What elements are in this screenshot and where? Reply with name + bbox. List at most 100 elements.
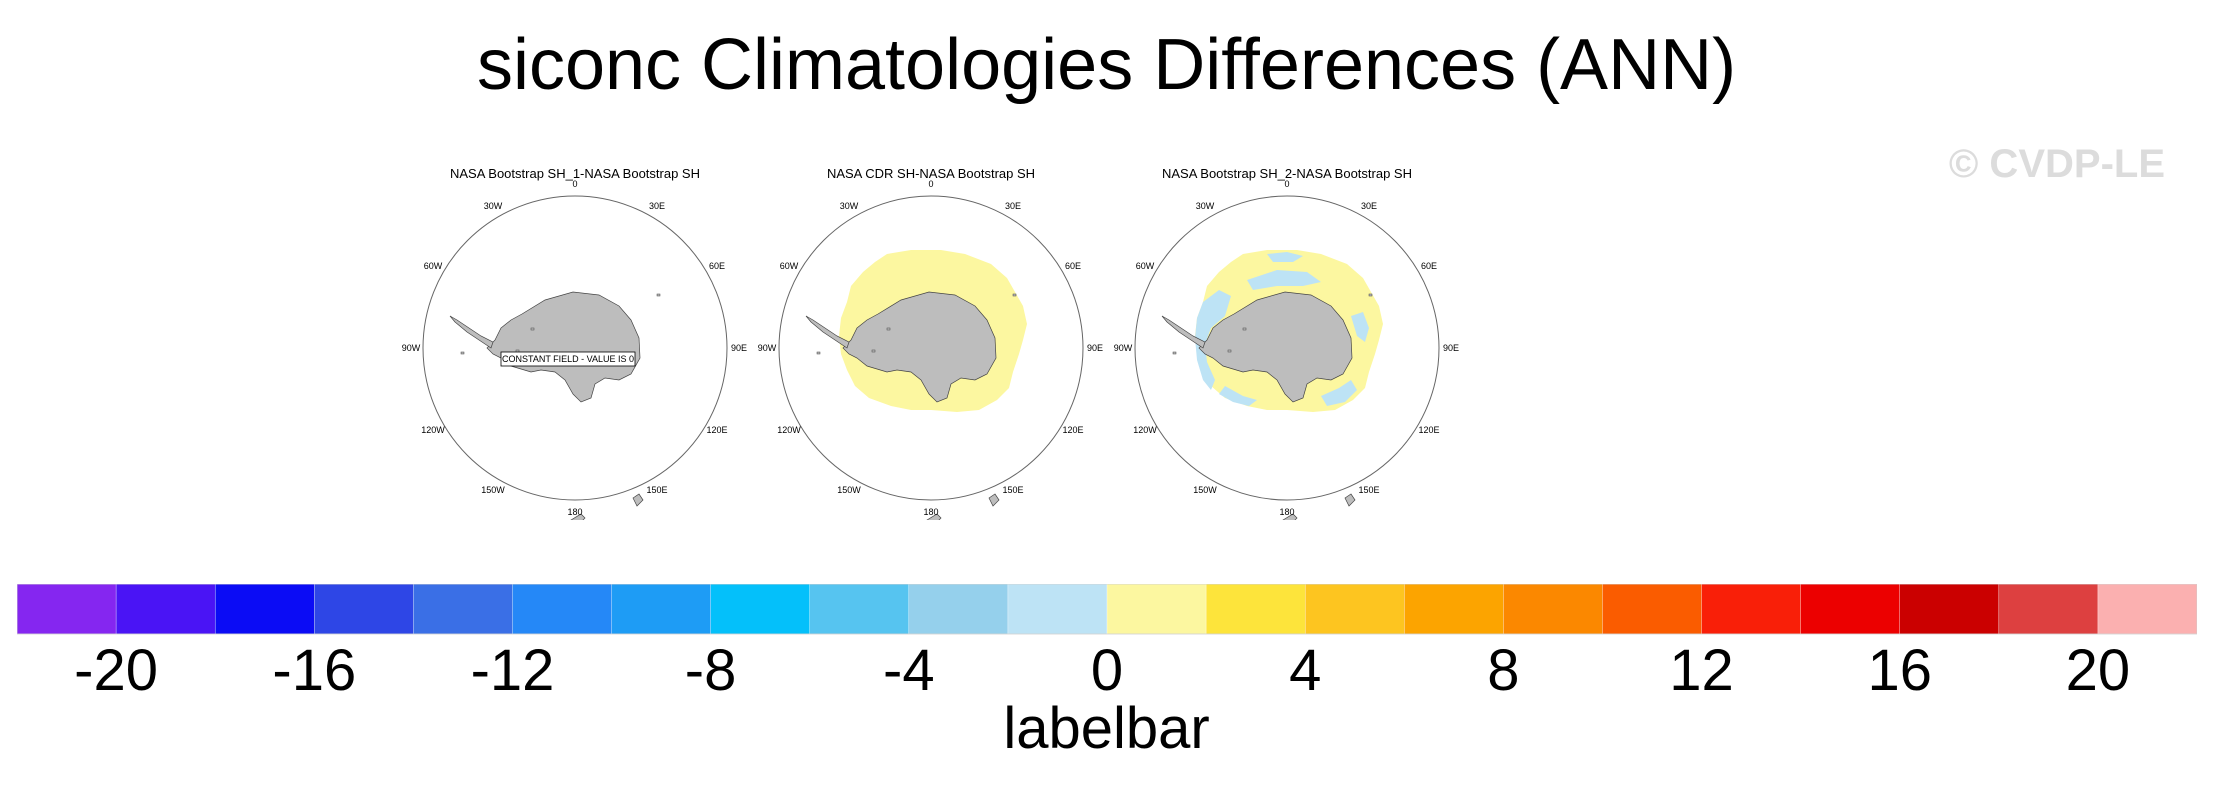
island — [886, 327, 891, 331]
antarctica-landmass — [842, 291, 997, 403]
colorbar-tick-label: -12 — [471, 638, 555, 694]
longitude-label: 120W — [421, 425, 445, 435]
landmass — [564, 513, 586, 520]
negative-difference-field — [1247, 270, 1321, 290]
map-content: 0 30E 60E 90E 120E 150E 180 150W 120W 90W 60W 30W CO… — [402, 180, 747, 520]
island — [871, 349, 876, 353]
colorbar-swatch — [214, 584, 315, 635]
map-content: 0 30E 60E 90E 120E 150E 180 150W 120W 90W 60W 30W — [758, 180, 1103, 520]
colorbar-swatch — [115, 584, 216, 635]
negative-difference-field — [1219, 386, 1257, 406]
longitude-label: 60W — [424, 261, 443, 271]
negative-difference-field — [1351, 312, 1369, 342]
island — [452, 260, 457, 264]
colorbar-swatch — [1503, 584, 1604, 635]
colorbar-swatch — [1205, 584, 1306, 635]
constant-field-notice: CONSTANT FIELD - VALUE IS 0 — [500, 351, 636, 367]
longitude-label: 120E — [1062, 425, 1083, 435]
polar-map-3: 0 30E 60E 90E 120E 150E 180 150W 120W 90W 60W 30W — [1114, 180, 1459, 520]
colorbar-tick-label: -4 — [883, 638, 935, 694]
island — [530, 327, 535, 331]
colorbar-swatch — [1998, 584, 2099, 635]
panel-title-1: NASA Bootstrap SH_1-NASA Bootstrap SH — [449, 166, 700, 181]
antarctica-landmass — [486, 291, 641, 403]
landmass — [449, 315, 494, 349]
longitude-label: 150W — [481, 485, 505, 495]
colorbar-swatch — [2097, 584, 2197, 635]
longitude-label: 30E — [1005, 201, 1021, 211]
landmass — [988, 493, 1000, 507]
colorbar-swatch — [908, 584, 1009, 635]
map-boundary — [422, 195, 728, 501]
island — [1012, 293, 1017, 297]
colorbar-swatch — [611, 584, 712, 635]
colorbar-swatch — [710, 584, 811, 635]
longitude-label: 150E — [1358, 485, 1379, 495]
landmass — [779, 279, 798, 309]
longitude-label: 90E — [1443, 343, 1459, 353]
island — [816, 351, 821, 355]
colorbar-swatch — [1602, 584, 1703, 635]
positive-difference-field — [1195, 250, 1383, 412]
constant-field-text: CONSTANT FIELD - VALUE IS 0 — [502, 354, 634, 364]
map-boundary — [778, 195, 1084, 501]
longitude-label: 60E — [1421, 261, 1437, 271]
polar-map-2: 0 30E 60E 90E 120E 150E 180 150W 120W 90W 60W 30W — [758, 180, 1103, 520]
map-panel-2: NASA CDR SH-NASA Bootstrap SH 0 30E 60E 90E… — [751, 160, 1111, 520]
colorbar-tick-label: -16 — [272, 638, 356, 694]
island — [656, 293, 661, 297]
polar-map-1: 0 30E 60E 90E 120E 150E 180 150W 120W 90W 60W 30W CO… — [402, 180, 747, 520]
longitude-label: 120E — [1418, 425, 1439, 435]
colorbar-swatch — [809, 584, 910, 635]
map-panel-3: NASA Bootstrap SH_2-NASA Bootstrap SH 0 3… — [1107, 160, 1467, 520]
landmass — [1276, 513, 1298, 520]
negative-difference-field — [1321, 380, 1357, 406]
longitude-label: 0 — [572, 180, 577, 189]
colorbar-swatch — [1899, 584, 2000, 635]
island — [1368, 293, 1373, 297]
negative-difference-field — [1267, 252, 1303, 262]
longitude-label: 0 — [1284, 180, 1289, 189]
landmass — [920, 513, 942, 520]
longitude-label: 150E — [1002, 485, 1023, 495]
page-title: siconc Climatologies Differences (ANN) — [476, 25, 1737, 105]
longitude-label: 150W — [1193, 485, 1217, 495]
colorbar-tick-label: 16 — [1867, 638, 1932, 694]
longitude-label: 90E — [731, 343, 747, 353]
landmass — [423, 279, 442, 309]
island — [808, 260, 813, 264]
longitude-label: 180 — [567, 507, 582, 517]
longitude-label: 120W — [777, 425, 801, 435]
panel-title-3: NASA Bootstrap SH_2-NASA Bootstrap SH — [1161, 166, 1412, 181]
panel-title-2: NASA CDR SH-NASA Bootstrap SH — [826, 166, 1036, 181]
map-boundary — [1134, 195, 1440, 501]
colorbar-swatch — [1304, 584, 1405, 635]
longitude-label: 180 — [1279, 507, 1294, 517]
island — [460, 351, 465, 355]
landmass — [1344, 493, 1356, 507]
colorbar-swatch — [413, 584, 514, 635]
longitude-label: 30W — [1196, 201, 1215, 211]
landmass — [805, 315, 850, 349]
colorbar-tick-label: 0 — [1091, 638, 1123, 694]
longitude-label: 30W — [840, 201, 859, 211]
longitude-label: 90W — [758, 343, 777, 353]
colorbar-tick-label: 8 — [1487, 638, 1519, 694]
longitude-label: 120W — [1133, 425, 1157, 435]
longitude-label: 30E — [649, 201, 665, 211]
colorbar-tick-label: -20 — [74, 638, 158, 694]
island — [1164, 260, 1169, 264]
longitude-label: 150E — [646, 485, 667, 495]
longitude-label: 90W — [402, 343, 421, 353]
colorbar-swatch — [1404, 584, 1505, 635]
landmass — [1135, 279, 1154, 309]
colorbar-tick-label: -8 — [685, 638, 737, 694]
longitude-label: 60E — [1065, 261, 1081, 271]
antarctica-landmass — [1198, 291, 1353, 403]
island — [1242, 327, 1247, 331]
colorbar-swatch — [17, 584, 117, 635]
longitude-label: 120E — [706, 425, 727, 435]
colorbar-swatch — [512, 584, 613, 635]
island — [1227, 349, 1232, 353]
colorbar-swatch — [314, 584, 415, 635]
